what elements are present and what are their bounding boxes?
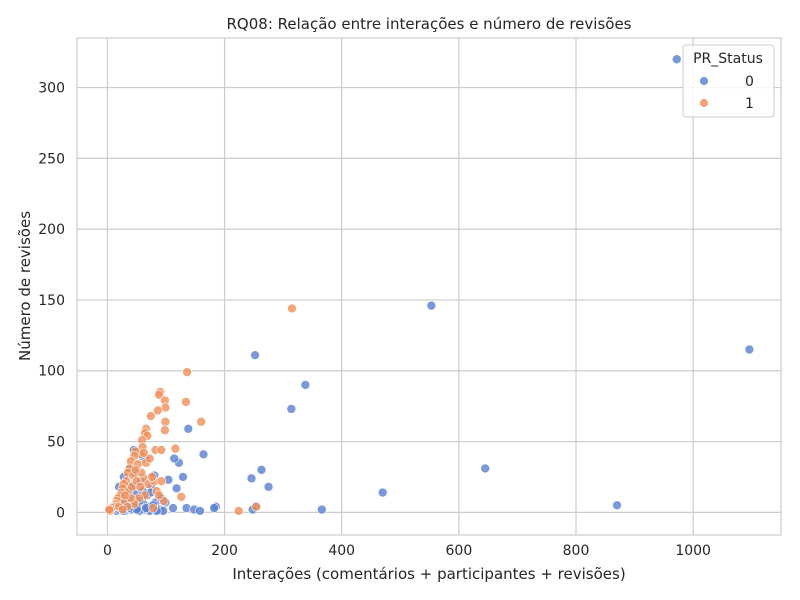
- data-point-series-1: [145, 411, 156, 421]
- legend-title: PR_Status: [693, 51, 763, 67]
- tick-labels: 0 200 400 600 800 1000 0 50 100 150 200 250 300: [38, 81, 711, 559]
- data-point-series-1: [182, 367, 192, 377]
- data-point-series-0: [171, 483, 182, 494]
- data-point-series-1: [153, 405, 163, 416]
- x-axis-label: Interações (comentários + participantes …: [232, 565, 625, 583]
- data-point-series-1: [148, 503, 158, 513]
- x-tick-label: 400: [328, 543, 355, 559]
- plot-frame: [76, 37, 782, 536]
- data-point-series-0: [198, 449, 209, 460]
- data-point-series-1: [156, 476, 167, 486]
- y-tick-label: 200: [38, 222, 65, 238]
- data-point-series-0: [246, 473, 257, 484]
- legend: PR_Status 0 1: [682, 44, 775, 118]
- x-tick-label: 0: [103, 543, 112, 559]
- y-tick-label: 250: [38, 151, 65, 167]
- legend-marker-1: [699, 98, 709, 108]
- data-point-series-0: [256, 465, 267, 475]
- legend-marker-0: [699, 76, 709, 86]
- data-point-series-0: [377, 487, 388, 498]
- data-point-series-1: [144, 453, 155, 464]
- data-point-series-0: [317, 504, 327, 515]
- data-point-series-1: [104, 504, 115, 515]
- data-point-series-1: [251, 501, 262, 512]
- data-point-series-0: [168, 503, 178, 513]
- data-point-series-1: [130, 465, 141, 475]
- data-points: [104, 54, 755, 516]
- data-point-series-0: [209, 503, 219, 513]
- legend-label-1: 1: [745, 96, 754, 112]
- data-point-series-1: [135, 482, 146, 492]
- data-point-series-1: [233, 506, 244, 516]
- legend-label-0: 0: [745, 74, 754, 90]
- data-point-series-1: [117, 504, 128, 515]
- data-point-series-1: [196, 416, 206, 427]
- y-tick-label: 0: [56, 505, 65, 521]
- data-point-series-1: [147, 472, 157, 482]
- x-tick-label: 600: [446, 543, 473, 559]
- y-tick-label: 50: [47, 435, 65, 451]
- data-point-series-0: [169, 453, 180, 464]
- data-point-series-0: [300, 380, 311, 390]
- data-point-series-0: [426, 300, 437, 311]
- chart-title: RQ08: Relação entre interações e número …: [227, 15, 632, 33]
- data-point-series-0: [250, 350, 260, 360]
- y-tick-label: 150: [38, 293, 65, 309]
- y-tick-label: 100: [38, 364, 65, 380]
- data-point-series-0: [263, 482, 274, 492]
- data-point-series-0: [480, 463, 491, 474]
- data-point-series-1: [154, 490, 164, 501]
- y-axis-label: Número de revisões: [16, 211, 34, 361]
- series-1: [104, 303, 297, 516]
- data-point-series-0: [744, 344, 755, 355]
- x-tick-label: 200: [211, 543, 238, 559]
- data-point-series-0: [671, 54, 682, 65]
- data-point-series-1: [176, 491, 187, 502]
- data-point-series-1: [181, 397, 191, 407]
- data-point-series-1: [160, 416, 171, 427]
- data-point-series-0: [183, 424, 194, 434]
- data-point-series-0: [195, 506, 205, 516]
- x-tick-label: 1000: [675, 543, 711, 559]
- data-point-series-1: [156, 445, 167, 455]
- y-tick-label: 300: [38, 81, 65, 97]
- data-point-series-0: [286, 404, 297, 414]
- data-point-series-1: [154, 390, 164, 400]
- data-point-series-1: [287, 303, 297, 314]
- data-point-series-0: [612, 500, 622, 511]
- data-point-series-1: [138, 448, 149, 458]
- grid-lines: [77, 38, 781, 535]
- data-point-series-1: [160, 425, 170, 436]
- data-point-series-1: [170, 443, 181, 454]
- data-point-series-1: [120, 490, 130, 501]
- x-tick-label: 800: [563, 543, 590, 559]
- data-point-series-0: [178, 472, 188, 482]
